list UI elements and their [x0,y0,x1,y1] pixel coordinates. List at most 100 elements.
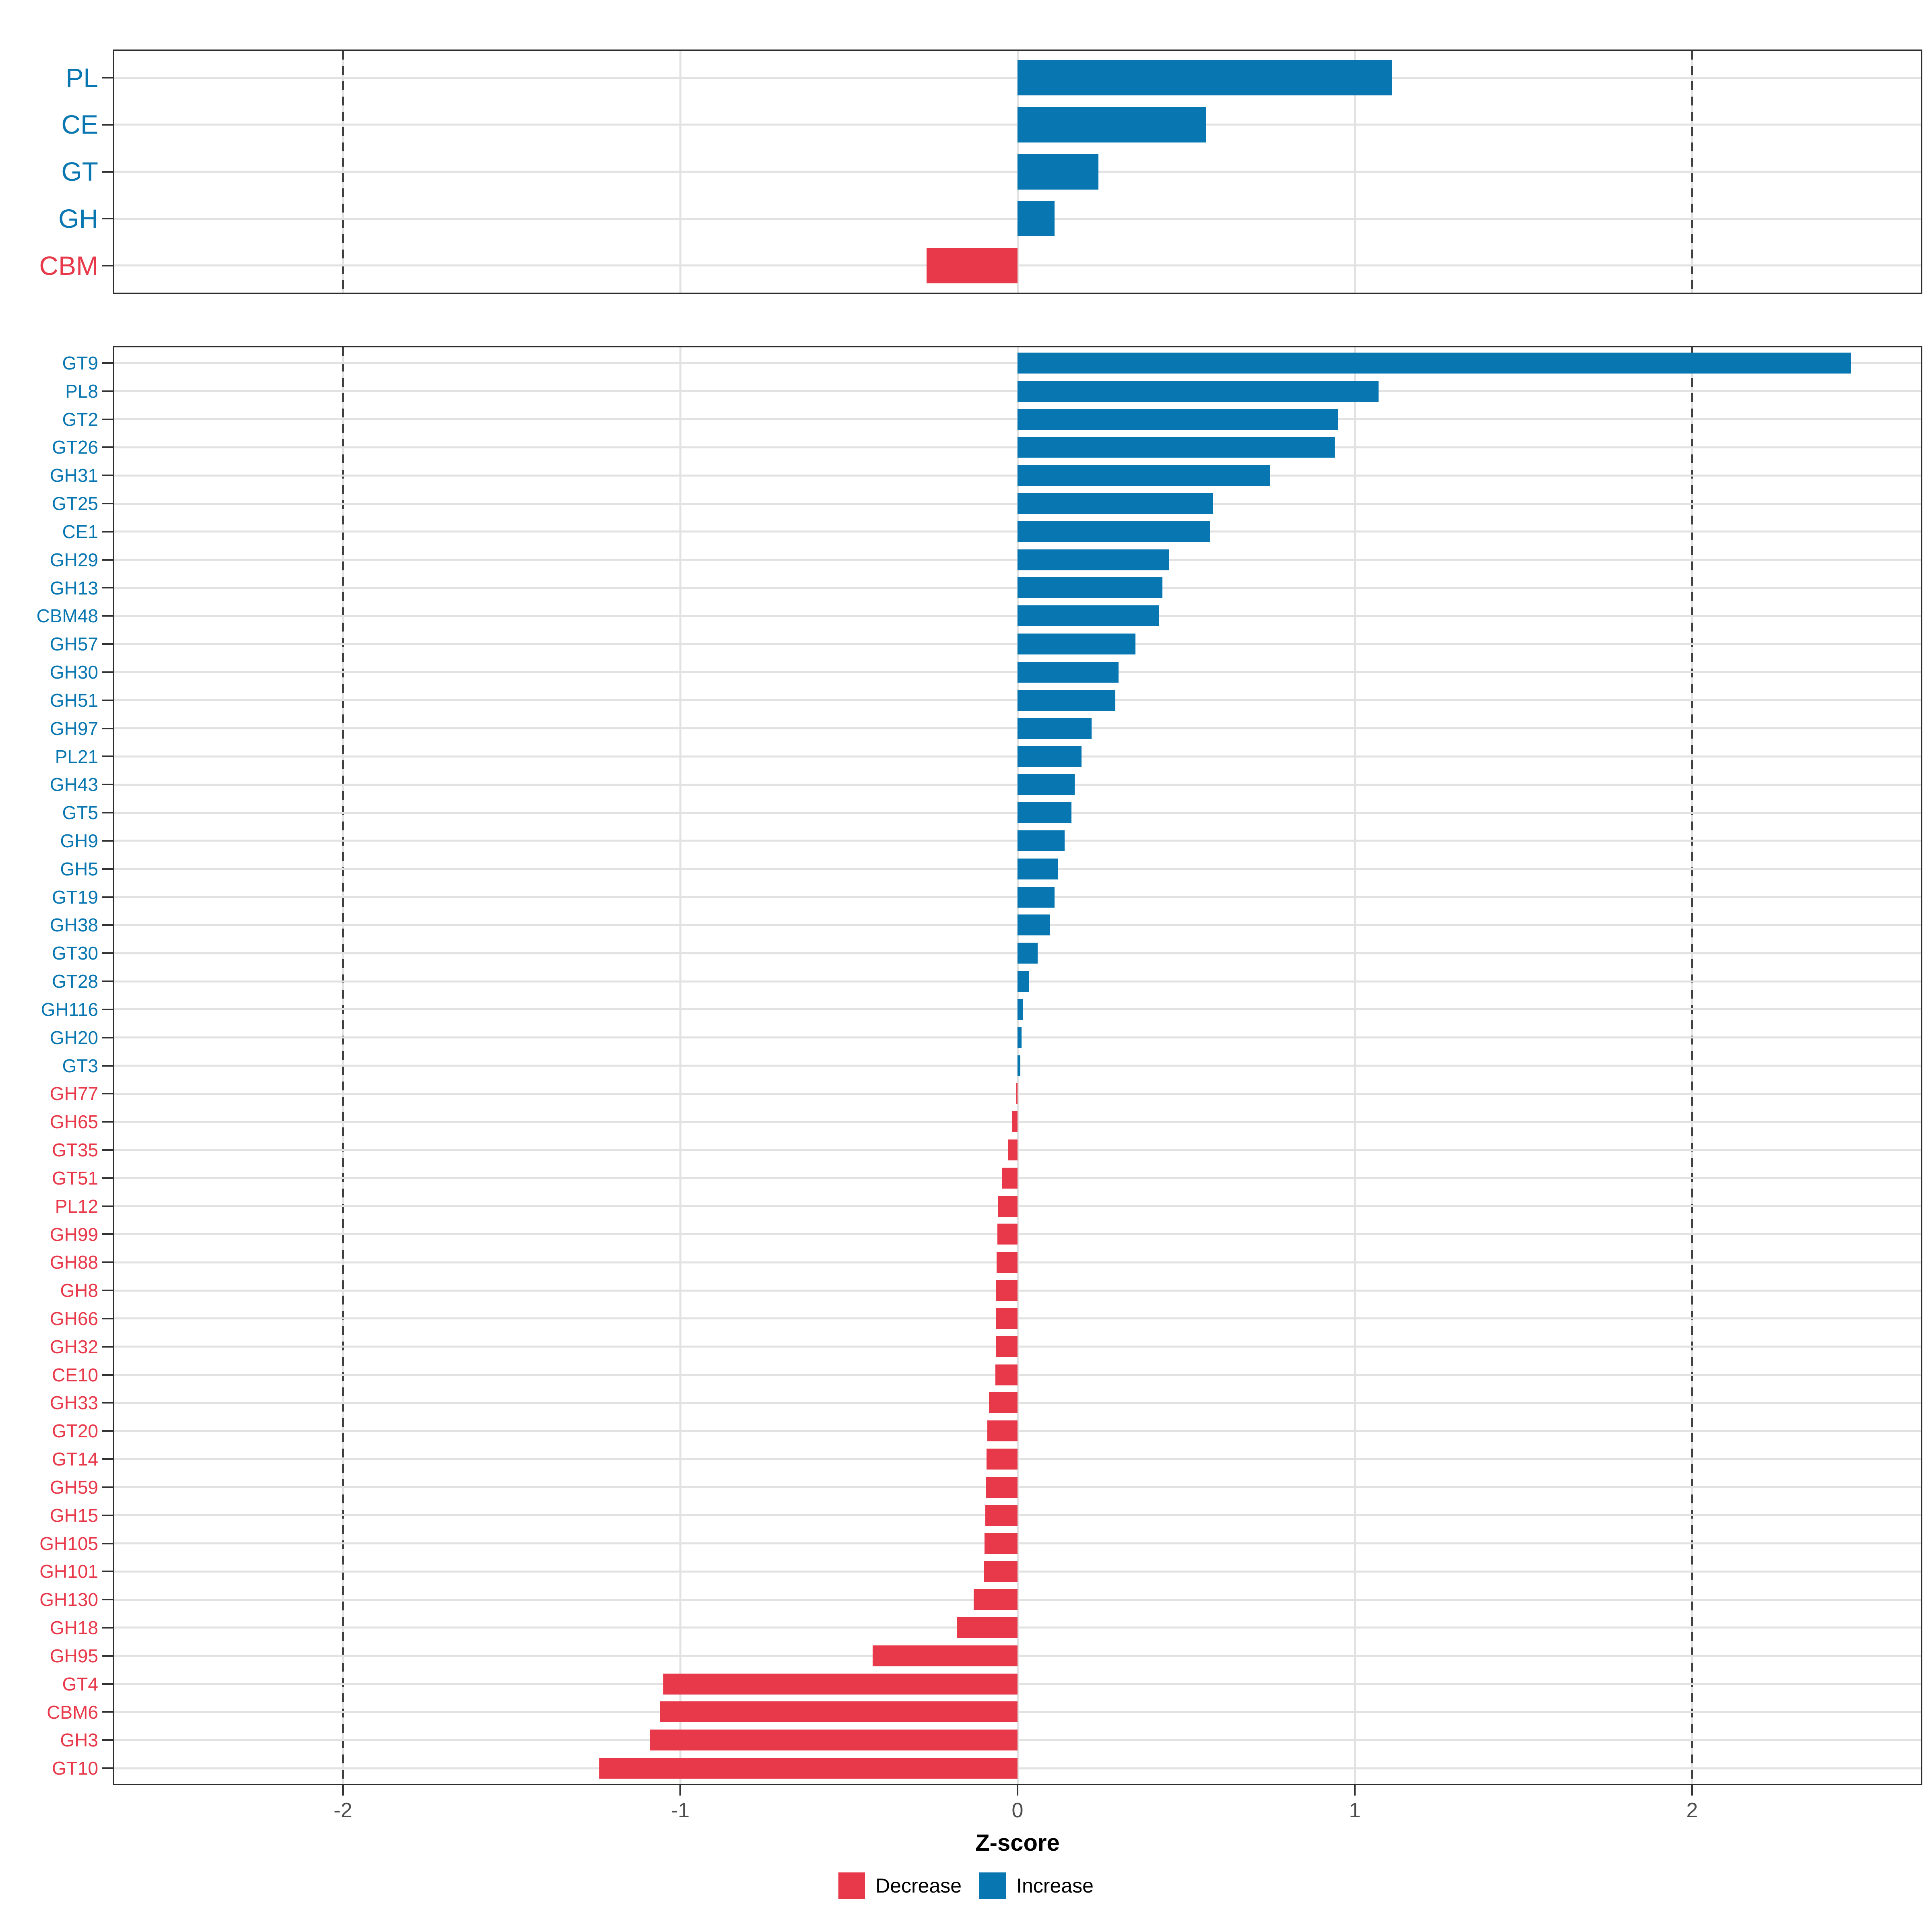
category-label-GH97: GH97 [50,718,98,739]
y-axis-tick [102,1515,113,1516]
y-axis-tick [102,1346,113,1348]
bar-GH43 [1018,774,1075,795]
bar-GH31 [1018,465,1270,486]
bar-GH77 [1016,1083,1018,1104]
bar-GH3 [650,1730,1018,1750]
category-label-GT51: GT51 [52,1168,98,1189]
category-label-GH15: GH15 [50,1505,98,1526]
y-axis-tick [102,1627,113,1629]
category-label-GH43: GH43 [50,774,98,795]
y-gridline [114,1458,1921,1460]
y-axis-tick [102,700,113,701]
y-gridline [114,1599,1921,1601]
y-gridline [114,1514,1921,1516]
category-label-GH29: GH29 [50,549,98,570]
category-label-GT19: GT19 [52,887,98,908]
bar-GT4 [663,1674,1018,1695]
legend-item-increase: Increase [979,1872,1094,1899]
bar-CBM [927,248,1018,283]
y-axis-tick [102,1233,113,1235]
y-axis-tick [102,924,113,926]
bar-GH65 [1012,1111,1018,1132]
category-label-GH130: GH130 [39,1589,98,1610]
y-axis-tick [102,77,113,78]
y-gridline [114,1346,1921,1348]
y-axis-tick [102,1571,113,1572]
y-axis-tick [102,503,113,504]
category-label-GH59: GH59 [50,1477,98,1498]
x-axis-tick [342,1785,344,1796]
category-label-GT26: GT26 [52,437,98,458]
y-axis-tick [102,952,113,954]
category-label-CBM: CBM [39,251,98,281]
y-axis-tick [102,1458,113,1460]
y-gridline [114,1683,1921,1685]
bottom-panel [113,346,1922,1785]
category-label-GT28: GT28 [52,971,98,992]
y-gridline [114,1430,1921,1432]
y-axis-tick [102,840,113,842]
category-label-GH66: GH66 [50,1308,98,1329]
y-axis-tick [102,671,113,673]
y-gridline [114,1767,1921,1769]
category-label-GH77: GH77 [50,1083,98,1104]
y-axis-tick [102,124,113,126]
bar-GH66 [996,1308,1018,1329]
bar-GH [1018,201,1055,236]
bar-GH30 [1018,662,1119,683]
y-axis-tick [102,1121,113,1123]
category-label-CE10: CE10 [52,1364,98,1385]
bar-GT51 [1002,1168,1018,1189]
category-label-GH38: GH38 [50,914,98,935]
y-gridline [114,1205,1921,1207]
category-label-GT30: GT30 [52,943,98,964]
y-axis-tick [102,1599,113,1600]
y-gridline [114,1261,1921,1263]
y-axis-tick [102,1739,113,1741]
category-label-GH31: GH31 [50,465,98,486]
legend-label-increase: Increase [1016,1874,1094,1897]
x-axis-tick [679,1785,681,1796]
legend-swatch-increase [979,1872,1006,1899]
y-axis-tick [102,980,113,982]
category-label-GT10: GT10 [52,1758,98,1779]
bar-GT [1018,154,1098,190]
y-axis-tick [102,812,113,813]
bar-GH18 [957,1617,1018,1638]
y-axis-tick [102,531,113,533]
category-label-PL8: PL8 [65,381,98,402]
y-axis-tick [102,896,113,898]
bar-GH13 [1018,577,1162,598]
bar-GH95 [873,1645,1018,1666]
y-gridline [114,1121,1921,1123]
y-axis-tick [102,1402,113,1404]
bar-CE10 [995,1364,1018,1385]
bar-GH97 [1018,718,1092,739]
bar-GH101 [984,1561,1018,1582]
y-gridline [114,1655,1921,1657]
y-gridline [114,1233,1921,1235]
bar-GT26 [1018,437,1335,458]
y-axis-tick [102,1711,113,1713]
bar-GT25 [1018,493,1213,514]
category-label-GH95: GH95 [50,1645,98,1666]
y-gridline [114,1374,1921,1376]
bar-GH32 [996,1336,1018,1357]
x-axis-tick-label: -1 [671,1799,690,1822]
bar-GT19 [1018,887,1055,908]
category-label-GT3: GT3 [62,1055,98,1076]
category-label-CBM6: CBM6 [47,1702,98,1723]
y-axis-tick [102,419,113,420]
y-gridline [114,1711,1921,1713]
category-label-GT2: GT2 [62,409,98,430]
category-label-GH65: GH65 [50,1111,98,1132]
bar-GH33 [989,1392,1018,1413]
y-axis-tick [102,615,113,617]
category-label-CBM48: CBM48 [36,605,98,626]
bar-GH59 [986,1477,1018,1498]
category-label-GH116: GH116 [41,999,98,1020]
bar-GH105 [985,1533,1018,1554]
legend-swatch-decrease [838,1872,865,1899]
y-axis-tick [102,390,113,392]
